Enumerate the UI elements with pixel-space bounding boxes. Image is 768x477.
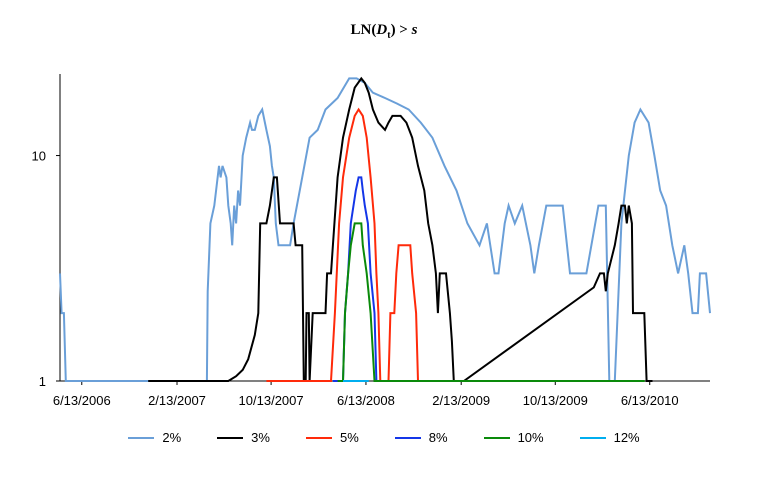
chart-title: LN(Dt) > s xyxy=(350,22,418,41)
legend-swatch xyxy=(128,436,155,439)
x-tick-label: 6/13/2008 xyxy=(337,393,395,408)
legend-item: 12% xyxy=(579,430,640,445)
series-line-5pct xyxy=(266,107,448,382)
x-tick-label: 6/13/2010 xyxy=(621,393,679,408)
legend-swatch xyxy=(394,436,421,439)
chart-legend: 2% 3% 5% 8% 10% 12% xyxy=(0,430,768,445)
series-line-10pct xyxy=(337,222,645,382)
x-tick-label: 2/13/2007 xyxy=(148,393,206,408)
legend-item: 3% xyxy=(217,430,270,445)
series-line-3pct xyxy=(148,76,653,382)
legend-item: 2% xyxy=(128,430,181,445)
legend-label: 12% xyxy=(613,430,640,445)
legend-swatch xyxy=(305,436,332,439)
y-tick-label: 10 xyxy=(32,149,46,164)
legend-swatch xyxy=(483,436,510,439)
legend-label: 5% xyxy=(339,430,359,445)
x-tick-label: 10/13/2009 xyxy=(523,393,588,408)
x-tick-label: 6/13/2006 xyxy=(53,393,111,408)
y-tick-label: 1 xyxy=(39,374,46,389)
x-tick-label: 10/13/2007 xyxy=(239,393,304,408)
legend-swatch xyxy=(579,436,606,439)
legend-item: 5% xyxy=(305,430,359,445)
legend-item: 8% xyxy=(394,430,448,445)
legend-label: 3% xyxy=(251,430,270,445)
legend-item: 10% xyxy=(483,430,544,445)
legend-swatch xyxy=(217,436,244,439)
legend-label: 8% xyxy=(428,430,448,445)
series-line-2pct xyxy=(59,77,711,382)
legend-label: 10% xyxy=(517,430,544,445)
x-tick-label: 2/13/2009 xyxy=(432,393,490,408)
legend-label: 2% xyxy=(162,430,182,445)
